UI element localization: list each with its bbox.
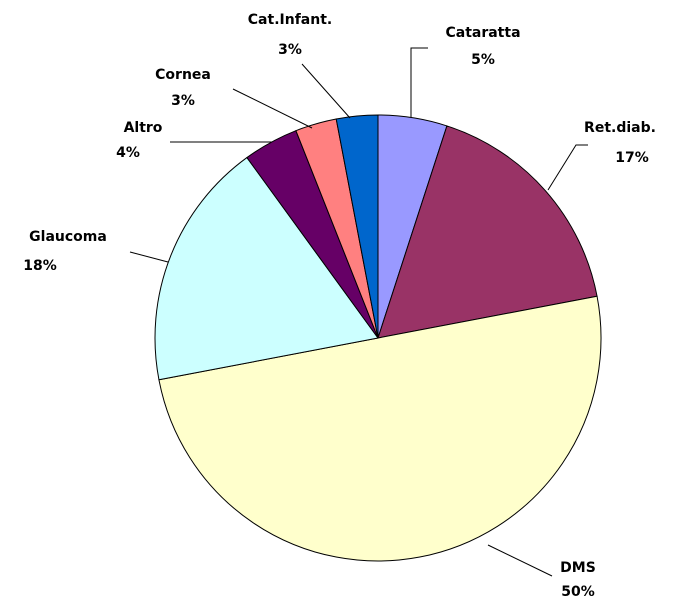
slice-label: Ret.diab. <box>584 120 656 136</box>
slice-label: Glaucoma <box>29 229 107 245</box>
leader-line <box>129 251 169 263</box>
leader-line <box>547 144 588 191</box>
slice-value-label: 5% <box>471 52 495 68</box>
slice-label: Cornea <box>155 67 211 83</box>
pie-slice <box>154 156 379 381</box>
slice-value-label: 50% <box>561 584 595 600</box>
slice-value-label: 4% <box>116 145 140 161</box>
slice-value-label: 3% <box>278 42 302 58</box>
slice-label: Cataratta <box>445 25 520 41</box>
slice-label: Cat.Infant. <box>248 12 332 28</box>
pie-slice <box>335 114 379 339</box>
slice-value-label: 3% <box>171 93 195 109</box>
pie-slice <box>158 295 602 562</box>
slice-label: DMS <box>560 560 596 576</box>
leader-line <box>487 544 553 577</box>
slice-value-label: 17% <box>615 150 649 166</box>
slice-label: Altro <box>124 120 163 136</box>
leader-line <box>301 63 351 119</box>
leader-line <box>410 47 428 117</box>
pie-slice <box>377 125 598 339</box>
slice-value-label: 18% <box>23 258 57 274</box>
leader-line <box>232 88 313 129</box>
